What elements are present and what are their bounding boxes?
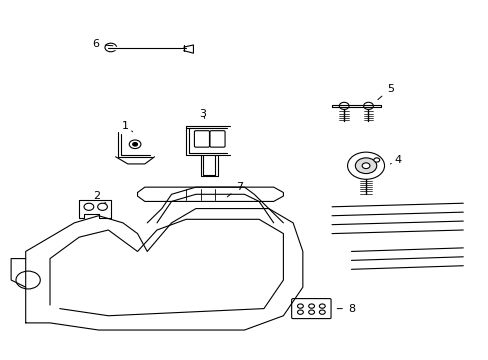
Circle shape (132, 143, 137, 146)
Circle shape (319, 304, 325, 308)
Circle shape (297, 304, 303, 308)
Text: 1: 1 (122, 121, 132, 132)
Circle shape (363, 102, 372, 109)
Circle shape (98, 203, 107, 210)
Circle shape (347, 152, 384, 179)
Text: 3: 3 (199, 109, 206, 119)
FancyBboxPatch shape (291, 298, 330, 319)
Text: 8: 8 (337, 303, 354, 314)
Text: 2: 2 (92, 191, 106, 203)
Circle shape (373, 158, 379, 162)
Circle shape (297, 310, 303, 314)
Circle shape (16, 271, 40, 289)
Circle shape (362, 163, 369, 168)
FancyBboxPatch shape (209, 131, 224, 147)
Text: 6: 6 (93, 39, 113, 49)
Circle shape (308, 310, 314, 314)
Circle shape (105, 43, 116, 52)
FancyBboxPatch shape (194, 131, 209, 147)
Text: 5: 5 (377, 84, 393, 100)
Circle shape (319, 310, 325, 314)
Text: 4: 4 (389, 156, 400, 165)
Circle shape (308, 304, 314, 308)
Circle shape (355, 158, 376, 174)
Text: 7: 7 (227, 182, 243, 197)
Circle shape (84, 203, 94, 210)
Circle shape (339, 102, 348, 109)
Circle shape (129, 140, 141, 149)
